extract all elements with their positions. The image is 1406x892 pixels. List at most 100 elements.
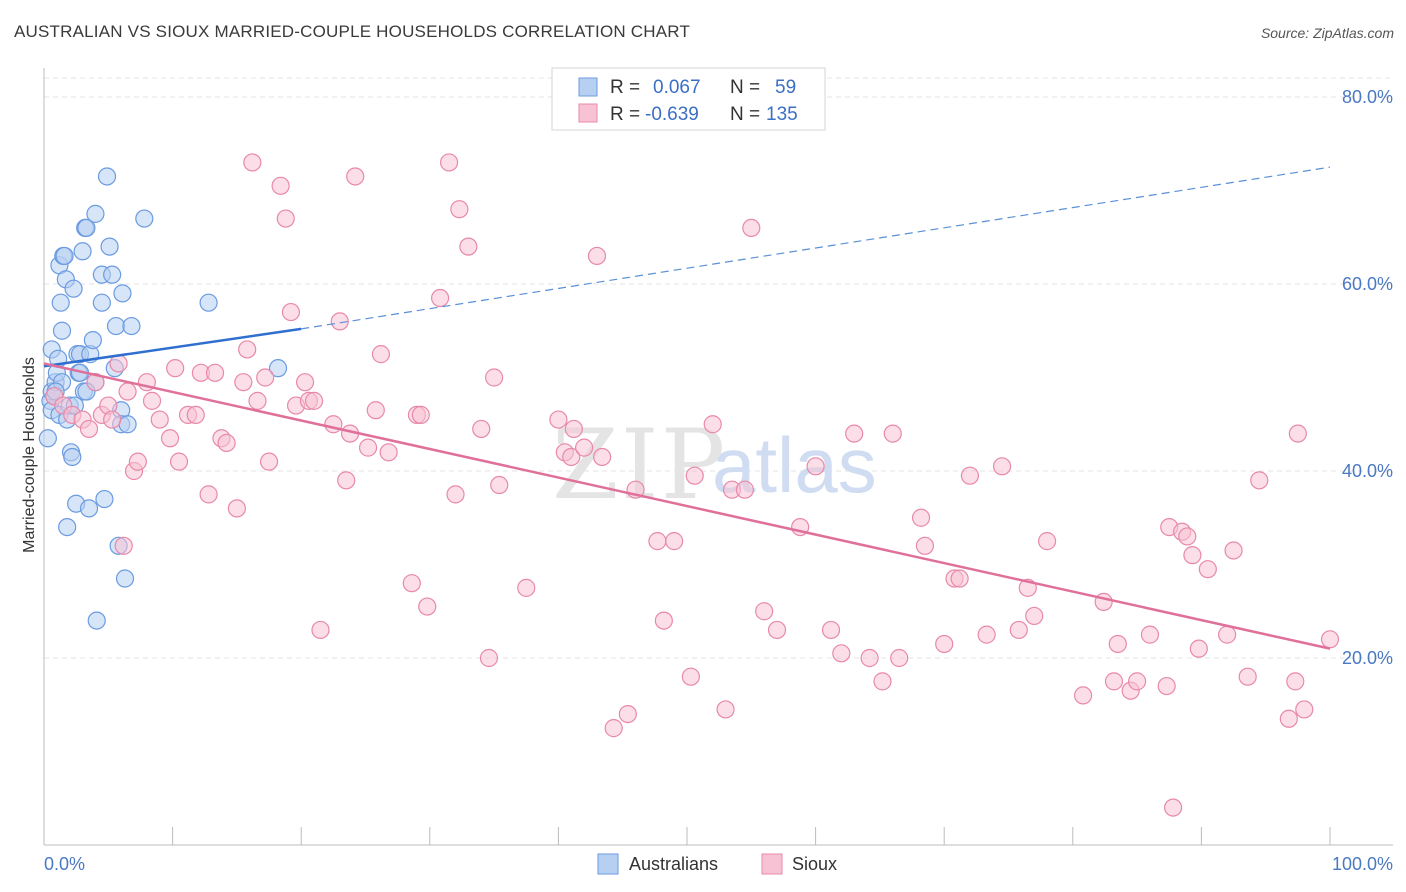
data-point-australians [73,242,92,261]
data-point-sioux [665,532,684,551]
data-point-sioux [1037,532,1057,551]
data-point-sioux [479,648,499,668]
data-point-australians [38,429,57,448]
bottom-legend-label-sioux: Sioux [792,854,837,874]
data-point-sioux [1178,527,1197,546]
data-point-sioux [271,176,290,195]
data-point-sioux [873,672,892,691]
legend-r-label-sioux: R = [610,104,640,125]
data-point-australians [55,246,74,266]
data-point-australians [103,265,122,284]
data-point-sioux [1320,630,1340,649]
data-point-sioux [1295,700,1314,719]
data-point-australians [77,218,96,237]
data-point-sioux [950,569,969,588]
data-point-sioux [604,719,623,738]
data-point-sioux [1279,709,1298,728]
x-tick-label: 100.0% [1332,854,1393,874]
data-point-sioux [1104,672,1124,691]
data-point-australians [51,293,70,312]
trend-line-sioux [43,362,1331,650]
axes [43,68,1393,846]
data-point-sioux [890,648,909,668]
legend-n-value-australians: 59 [775,77,796,98]
data-point-sioux [259,452,279,471]
data-point-sioux [346,167,365,186]
data-point-australians [135,209,154,228]
data-point-sioux [654,611,673,630]
data-point-sioux [295,373,315,392]
legend-r-label-australians: R = [610,77,640,98]
data-point-sioux [227,499,246,518]
data-point-sioux [256,368,275,387]
data-point-sioux [337,471,356,490]
series-sioux [45,153,1340,817]
data-point-sioux [366,401,385,420]
data-point-sioux [845,424,864,443]
data-point-sioux [234,373,253,392]
y-tick-label: 20.0% [1342,648,1393,668]
trend-lines [43,166,1331,650]
data-point-sioux [103,410,122,429]
tick-labels: 20.0% 40.0% 60.0% 80.0% 0.0% 100.0% [44,87,1393,874]
data-point-australians [115,569,135,588]
data-point-sioux [1025,606,1044,626]
data-point-sioux [446,485,465,504]
data-point-australians [100,237,119,256]
data-point-sioux [1164,798,1183,817]
data-point-sioux [1009,620,1028,640]
data-point-australians [118,415,137,434]
legend-r-value-sioux: -0.639 [645,104,699,125]
data-point-sioux [1127,672,1147,691]
data-point-sioux [248,391,267,410]
data-point-australians [79,499,99,518]
data-point-australians [52,321,72,340]
data-point-sioux [1286,672,1305,691]
data-point-sioux [1140,625,1160,644]
legend-box: R = 0.067 N = 59 R = -0.639 N = 135 [551,67,826,131]
data-point-sioux [1250,471,1269,490]
series-australians [38,167,288,630]
y-axis-label: Married-couple Households [21,357,38,553]
data-point-sioux [276,209,295,228]
data-point-australians [92,293,111,312]
legend-swatch-sioux [578,103,598,123]
legend-n-label-australians: N = [730,77,760,98]
data-point-sioux [142,391,162,410]
legend-n-label-sioux: N = [730,104,760,125]
data-point-sioux [742,218,761,237]
data-point-sioux [430,288,450,308]
data-point-australians [87,611,106,630]
data-point-sioux [1183,546,1202,565]
bottom-legend-label-australians: Australians [629,854,718,874]
data-point-sioux [418,597,437,616]
data-point-sioux [883,424,902,443]
data-point-australians [63,447,82,467]
data-point-sioux [1198,560,1217,579]
data-point-sioux [767,620,787,640]
y-tick-label: 60.0% [1342,274,1393,294]
data-point-sioux [716,700,735,719]
data-point-sioux [564,419,583,439]
data-point-sioux [472,419,491,439]
data-point-sioux [593,447,612,467]
y-tick-label: 40.0% [1342,461,1393,481]
data-point-sioux [199,485,218,504]
data-point-sioux [821,620,841,640]
trend-line-australians [43,327,302,368]
data-point-sioux [402,574,421,593]
data-point-sioux [450,200,469,219]
data-point-australians [106,316,126,336]
source-label: Source: ZipAtlas.com [1260,25,1394,41]
chart-title: AUSTRALIAN VS SIOUX MARRIED-COUPLE HOUSE… [14,22,691,41]
data-point-sioux [128,452,147,471]
data-point-sioux [485,368,504,387]
data-point-sioux [186,405,205,424]
data-point-sioux [1157,676,1176,696]
x-tick-label: 0.0% [44,854,85,874]
data-point-sioux [205,363,225,382]
data-points [38,153,1340,817]
data-point-australians [58,517,77,537]
data-point-sioux [517,578,536,597]
data-point-sioux [755,602,774,621]
